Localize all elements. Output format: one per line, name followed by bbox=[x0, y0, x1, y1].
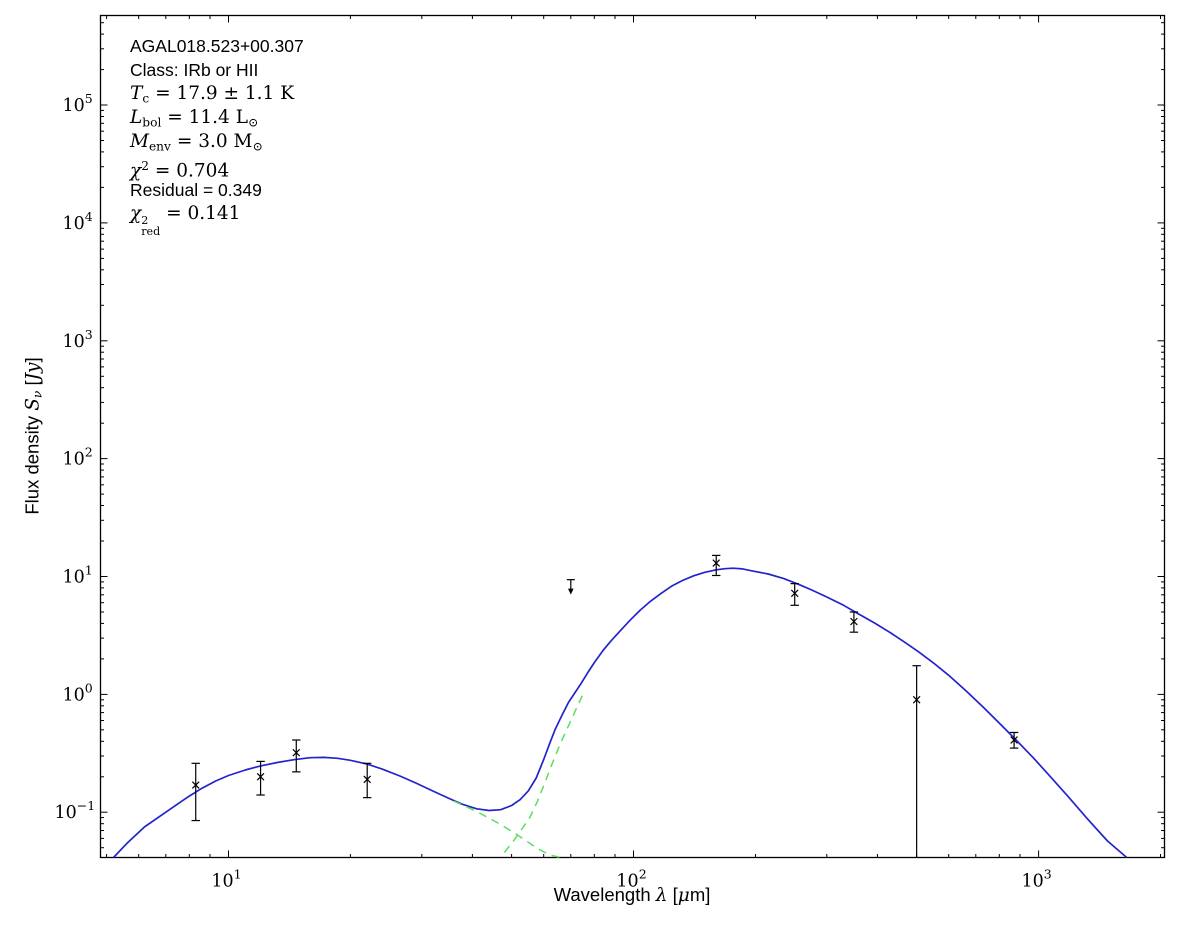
annotation-line: Lbol = 11.4 L⊙ bbox=[130, 106, 304, 130]
axis-ticks bbox=[100, 15, 1165, 858]
text-segment: [ bbox=[667, 884, 678, 905]
text-segment: Residual = 0.349 bbox=[130, 180, 262, 200]
text-segment: λ bbox=[655, 885, 668, 906]
upper-limit-arrowhead bbox=[568, 588, 574, 595]
x-marker bbox=[292, 748, 301, 757]
tick-label: 10−1 bbox=[55, 798, 96, 823]
tick-label: 101 bbox=[63, 563, 93, 588]
text-segment: S bbox=[22, 398, 44, 411]
tick-label: 105 bbox=[63, 91, 93, 116]
tick-label: 104 bbox=[63, 209, 93, 234]
x-marker bbox=[790, 589, 799, 598]
x-marker bbox=[712, 559, 721, 567]
data-point bbox=[1009, 731, 1019, 749]
stacked-script: 2 red bbox=[141, 213, 161, 238]
x-marker bbox=[912, 695, 921, 704]
warm-component-curve bbox=[453, 800, 561, 859]
text-segment: = 0.141 bbox=[160, 203, 241, 224]
cold-component-curve bbox=[503, 694, 584, 853]
text-segment: = 11.4 L bbox=[161, 107, 248, 128]
data-point bbox=[363, 762, 372, 799]
x-axis-label: Wavelength λ [μm] bbox=[332, 884, 932, 906]
text-segment: c bbox=[142, 91, 150, 106]
annotation-line: Class: IRb or HII bbox=[130, 58, 304, 82]
text-segment: Jy bbox=[22, 362, 44, 381]
text-segment: ν bbox=[30, 390, 45, 399]
annotation-line: AGAL018.523+00.307 bbox=[130, 34, 304, 58]
annotation-line: Tc = 17.9 ± 1.1 K bbox=[130, 82, 304, 106]
text-segment: AGAL018.523+00.307 bbox=[130, 36, 304, 56]
x-marker bbox=[850, 617, 858, 626]
tick-labels: 101 102 103 10−1 100 101 102 103 104 105 bbox=[55, 91, 1052, 891]
tick-label: 103 bbox=[63, 327, 93, 352]
text-segment: χ bbox=[130, 203, 142, 224]
text-segment: bol bbox=[142, 115, 162, 130]
tick-label: 101 bbox=[211, 867, 241, 892]
annotation-line: χ 2 red = 0.141 bbox=[130, 202, 304, 237]
y-axis-label: Flux density Sν [Jy] bbox=[21, 357, 44, 514]
annotation-line: Residual = 0.349 bbox=[130, 178, 304, 202]
text-segment: ] bbox=[21, 357, 43, 363]
x-marker bbox=[191, 781, 200, 789]
text-segment: χ bbox=[130, 160, 142, 182]
text-segment: Flux density bbox=[21, 410, 43, 515]
text-segment: [ bbox=[21, 380, 43, 391]
upper-limit-marker bbox=[566, 579, 575, 595]
text-segment: ⊙ bbox=[247, 115, 259, 130]
x-marker bbox=[1010, 736, 1018, 744]
data-points bbox=[191, 554, 1019, 858]
annotation-line: Menv = 3.0 M⊙ bbox=[130, 130, 304, 154]
tick-label: 102 bbox=[616, 867, 646, 892]
text-segment: ⊙ bbox=[252, 139, 263, 154]
text-segment: T bbox=[130, 83, 143, 104]
data-point bbox=[712, 554, 721, 577]
text-segment: = 0.704 bbox=[148, 160, 230, 182]
text-segment: = 3.0 M bbox=[170, 131, 253, 152]
text-segment: = 17.9 ± 1.1 K bbox=[149, 83, 295, 104]
x-marker bbox=[256, 772, 265, 781]
data-point bbox=[912, 665, 921, 858]
text-segment: 2 bbox=[141, 159, 149, 173]
annotation-line: χ2 = 0.704 bbox=[130, 154, 304, 182]
tick-label: 102 bbox=[63, 445, 93, 470]
data-point bbox=[292, 739, 301, 773]
text-segment: m] bbox=[689, 884, 711, 905]
text-segment: L bbox=[130, 107, 143, 128]
fit-parameters-annotation: AGAL018.523+00.307 Class: IRb or HII Tc = … bbox=[130, 34, 304, 237]
x-marker bbox=[363, 775, 372, 784]
text-segment: M bbox=[130, 131, 149, 152]
data-point bbox=[849, 611, 859, 633]
model-total-curve bbox=[112, 567, 1128, 859]
text-segment: μ bbox=[677, 885, 690, 906]
text-segment: env bbox=[148, 139, 171, 154]
tick-label: 103 bbox=[1021, 867, 1051, 892]
axes-frame bbox=[99, 14, 1166, 859]
tick-label: 100 bbox=[63, 680, 93, 705]
data-point bbox=[256, 760, 265, 796]
data-point bbox=[191, 762, 200, 822]
text-segment: Class: IRb or HII bbox=[130, 60, 259, 80]
data-point bbox=[790, 583, 799, 606]
text-segment: Wavelength bbox=[553, 884, 656, 905]
